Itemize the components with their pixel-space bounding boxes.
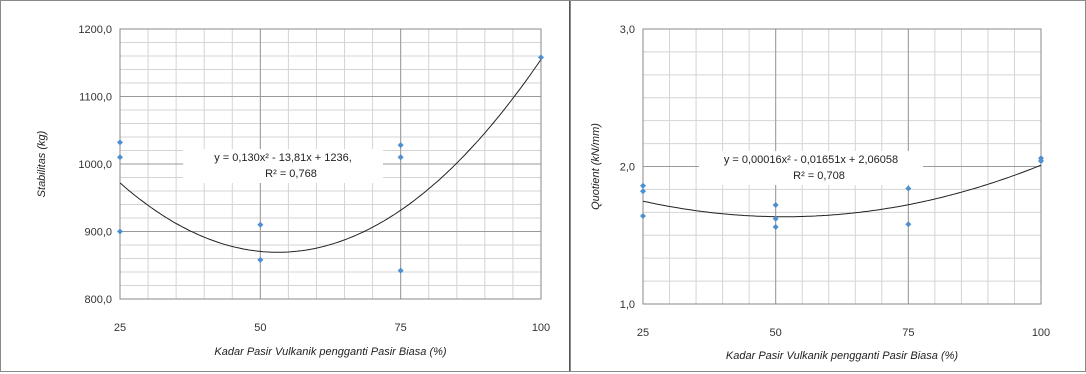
data-point (397, 154, 404, 161)
trendline (119, 59, 542, 253)
trendline (642, 164, 1042, 218)
data-point (772, 202, 779, 208)
y-tick-label: 1100,0 (79, 92, 112, 104)
data-point (257, 221, 264, 228)
data-point (640, 213, 646, 219)
x-tick-label: 100 (532, 322, 550, 334)
data-point (640, 188, 646, 195)
x-tick-label: 25 (637, 327, 649, 339)
y-tick-label: 3,0 (620, 24, 635, 36)
stabilitas-chart: 800,0 900,0 1000,0 1100,0 1200,0 25 50 75 100 y =… (36, 24, 550, 358)
data-point (117, 139, 123, 146)
x-tick-label: 100 (1032, 327, 1050, 339)
plot-area (119, 28, 542, 300)
data-point (640, 182, 646, 189)
r-squared-label: R² = 0,708 (793, 170, 845, 182)
y-tick-label: 1000,0 (78, 159, 112, 171)
data-point (257, 256, 264, 263)
data-point (772, 224, 779, 230)
r-squared-label: R² = 0,768 (265, 168, 317, 180)
y-tick-label: 800,0 (84, 294, 112, 306)
data-point (397, 267, 404, 274)
y-tick-label: 2,0 (620, 162, 635, 174)
stabilitas-chart-panel: 800,0 900,0 1000,0 1100,0 1200,0 25 50 75 100 y =… (0, 0, 571, 372)
equation-background (699, 151, 923, 185)
data-point (905, 185, 912, 192)
quotient-chart: 1,0 2,0 3,0 25 50 75 100 y = 0,00016x² - 0,0165… (590, 24, 1050, 362)
data-point (1038, 158, 1044, 164)
x-tick-label: 75 (902, 327, 914, 339)
y-tick-label: 900,0 (84, 227, 112, 239)
quotient-chart-panel: 1,0 2,0 3,0 25 50 75 100 y = 0,00016x² - 0,0165… (570, 0, 1086, 372)
data-point (117, 228, 123, 235)
y-tick-label: 1,0 (620, 299, 635, 311)
x-tick-label: 75 (395, 322, 407, 334)
y-tick-label: 1200,0 (78, 24, 112, 36)
equation-background (183, 149, 383, 183)
x-axis-title: Kadar Pasir Vulkanik pengganti Pasir Bia… (214, 346, 446, 358)
x-tick-label: 25 (114, 322, 126, 334)
data-point (538, 54, 544, 61)
y-axis-title: Stabilitas (kg) (36, 130, 48, 197)
plot-area (642, 28, 1042, 305)
data-point (772, 215, 779, 222)
trendline-equation: y = 0,130x² - 13,81x + 1236, (214, 152, 352, 164)
y-axis-title: Quotient (kN/mm) (590, 123, 602, 210)
data-point (397, 142, 404, 149)
data-point (117, 154, 123, 161)
x-axis-title: Kadar Pasir Vulkanik pengganti Pasir Bia… (726, 350, 958, 362)
trendline-equation: y = 0,00016x² - 0,01651x + 2,06058 (724, 154, 898, 166)
x-tick-label: 50 (770, 327, 782, 339)
x-tick-label: 50 (254, 322, 266, 334)
data-point (905, 221, 912, 228)
